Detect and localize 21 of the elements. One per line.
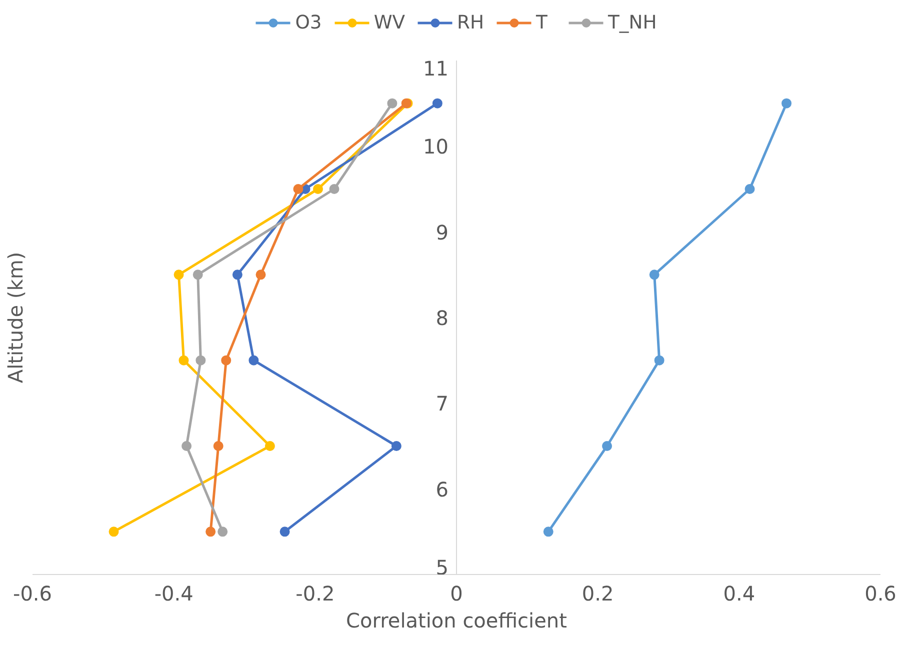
y-tick-label: 11 — [423, 56, 449, 80]
y-tick-label: 8 — [436, 306, 449, 330]
legend-label: T — [536, 12, 548, 33]
legend-label: RH — [457, 12, 484, 33]
legend-label: T_NH — [608, 12, 657, 33]
y-tick-label: 5 — [436, 556, 449, 580]
x-tick-label: 0.4 — [723, 582, 756, 606]
legend-label: O3 — [295, 12, 322, 33]
x-tick-label: -0.2 — [296, 582, 335, 606]
legend-label: WV — [374, 12, 406, 33]
x-tick-label: -0.4 — [154, 582, 194, 606]
y-axis-title: Altitude (km) — [4, 252, 28, 384]
y-tick-label: 9 — [436, 220, 449, 244]
y-tick-label: 6 — [436, 477, 449, 502]
x-tick-label: 0 — [450, 582, 463, 606]
x-tick-label: -0.6 — [12, 582, 52, 606]
x-tick-label: 0.6 — [864, 582, 896, 606]
x-axis-title: Correlation coefficient — [346, 608, 568, 632]
y-tick-label: 10 — [423, 134, 449, 159]
y-tick-label: 7 — [436, 392, 449, 416]
x-tick-label: 0.2 — [582, 582, 614, 606]
